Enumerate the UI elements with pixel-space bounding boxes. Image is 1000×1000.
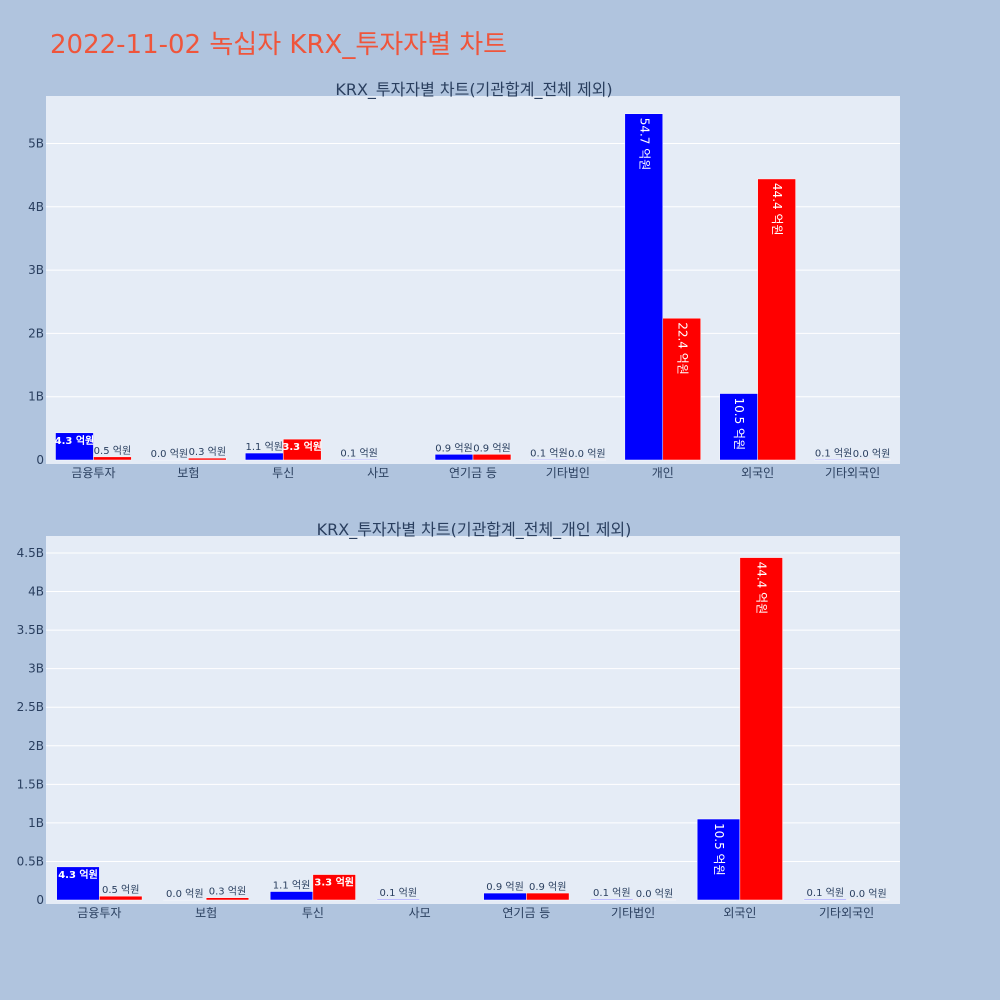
data-label: 10.5 억원 <box>712 823 726 876</box>
data-label: 0.0 억원 <box>636 888 673 900</box>
data-label: 0.0 억원 <box>568 448 605 460</box>
bar <box>282 438 322 461</box>
chart-title: KRX_투자자별 차트(기관합계_전체_개인 제외) <box>317 520 632 540</box>
data-label: 0.3 억원 <box>209 886 246 898</box>
y-tick-label: 2B <box>28 326 44 340</box>
y-tick-label: 1B <box>28 816 44 830</box>
data-label: 10.5 억원 <box>732 398 746 451</box>
y-tick-label: 3B <box>28 662 44 676</box>
bar <box>434 454 474 461</box>
bar <box>662 317 701 461</box>
data-label: 0.0 억원 <box>853 448 890 460</box>
x-tick-label: 사모 <box>409 906 431 920</box>
x-tick-label: 기타법인 <box>611 906 655 920</box>
bar <box>472 454 512 461</box>
bar <box>376 898 420 901</box>
data-label: 0.1 억원 <box>530 447 567 459</box>
data-label: 0.5 억원 <box>102 884 139 896</box>
chart-title: KRX_투자자별 차트(기관합계_전체 제외) <box>335 80 612 100</box>
data-label: 22.4 억원 <box>675 322 689 375</box>
data-label: 0.1 억원 <box>593 887 630 899</box>
bar <box>245 452 284 461</box>
data-label: 0.3 억원 <box>189 446 226 458</box>
data-label: 0.9 억원 <box>435 442 472 454</box>
y-tick-label: 0.5B <box>17 854 44 868</box>
x-tick-label: 금융투자 <box>77 906 121 920</box>
data-label: 3.3 억원 <box>282 440 322 453</box>
data-label: 0.5 억원 <box>94 445 131 457</box>
y-tick-label: 4B <box>28 200 44 214</box>
y-tick-label: 4B <box>28 585 44 599</box>
data-label: 4.3 억원 <box>58 868 98 881</box>
data-label: 0.9 억원 <box>486 881 523 893</box>
bar <box>757 178 796 461</box>
bar <box>99 895 143 901</box>
x-tick-label: 사모 <box>367 466 389 480</box>
bar <box>339 459 379 461</box>
data-label: 1.1 억원 <box>273 880 310 892</box>
x-tick-label: 기타외국인 <box>825 466 880 480</box>
y-tick-label: 5B <box>28 136 44 150</box>
bar <box>483 892 527 901</box>
y-tick-label: 0 <box>36 453 44 467</box>
x-tick-label: 금융투자 <box>71 466 115 480</box>
data-label: 4.3 억원 <box>55 434 95 447</box>
bar <box>56 866 100 901</box>
bar <box>739 557 783 901</box>
data-label: 44.4 억원 <box>755 562 769 615</box>
x-tick-label: 투신 <box>302 906 324 920</box>
y-tick-label: 2.5B <box>17 700 44 714</box>
data-label: 0.1 억원 <box>380 887 417 899</box>
x-tick-label: 연기금 등 <box>449 466 497 480</box>
bar <box>188 457 227 461</box>
chart-bottom: 0 0.5B 1B 1.5B 2B 2.5B 3B 3.5B 4B 4.5B KRX_투자자별 차트… <box>17 520 900 920</box>
x-tick-label: 보험 <box>195 906 217 920</box>
data-label: 3.3 억원 <box>314 876 354 889</box>
x-tick-label: 보험 <box>177 466 199 480</box>
data-label: 0.9 억원 <box>529 881 566 893</box>
chart-top: 0 1B 2B 3B 4B 5B KRX_투자자별 차트(기관합계_전체 제외) 금융투자 4.… <box>28 80 900 480</box>
x-tick-label: 연기금 등 <box>502 906 550 920</box>
bar <box>590 898 634 901</box>
x-tick-label: 기타외국인 <box>819 906 874 920</box>
data-label: 0.1 억원 <box>815 447 852 459</box>
data-label: 0.1 억원 <box>807 887 844 899</box>
y-tick-label: 1B <box>28 390 44 404</box>
y-tick-label: 1.5B <box>17 777 44 791</box>
data-label: 1.1 억원 <box>246 441 283 453</box>
data-label: 54.7 억원 <box>637 118 651 171</box>
bar <box>205 897 250 901</box>
y-tick-label: 3.5B <box>17 623 44 637</box>
data-label: 0.1 억원 <box>340 447 377 459</box>
bar <box>624 113 664 461</box>
y-tick-label: 2B <box>28 739 44 753</box>
bar <box>269 891 314 901</box>
x-tick-label: 기타법인 <box>546 466 590 480</box>
page-title: 2022-11-02 녹십자 KRX_투자자별 차트 <box>50 30 508 60</box>
data-label: 44.4 억원 <box>770 183 784 236</box>
bar <box>529 459 569 461</box>
bar <box>803 898 847 901</box>
y-tick-label: 3B <box>28 263 44 277</box>
bar <box>312 874 356 901</box>
data-label: 0.0 억원 <box>166 888 203 900</box>
x-tick-label: 투신 <box>272 466 294 480</box>
x-tick-label: 외국인 <box>741 466 774 480</box>
x-tick-label: 외국인 <box>723 906 756 920</box>
y-tick-label: 0 <box>36 893 44 907</box>
bar <box>55 432 94 461</box>
data-label: 0.0 억원 <box>151 448 188 460</box>
bar <box>93 456 132 461</box>
data-label: 0.0 억원 <box>849 888 886 900</box>
bar <box>526 892 570 901</box>
y-tick-label: 4.5B <box>17 546 44 560</box>
data-label: 0.9 억원 <box>473 442 510 454</box>
bar <box>696 818 741 901</box>
x-tick-label: 개인 <box>652 466 674 480</box>
bar <box>814 459 853 461</box>
